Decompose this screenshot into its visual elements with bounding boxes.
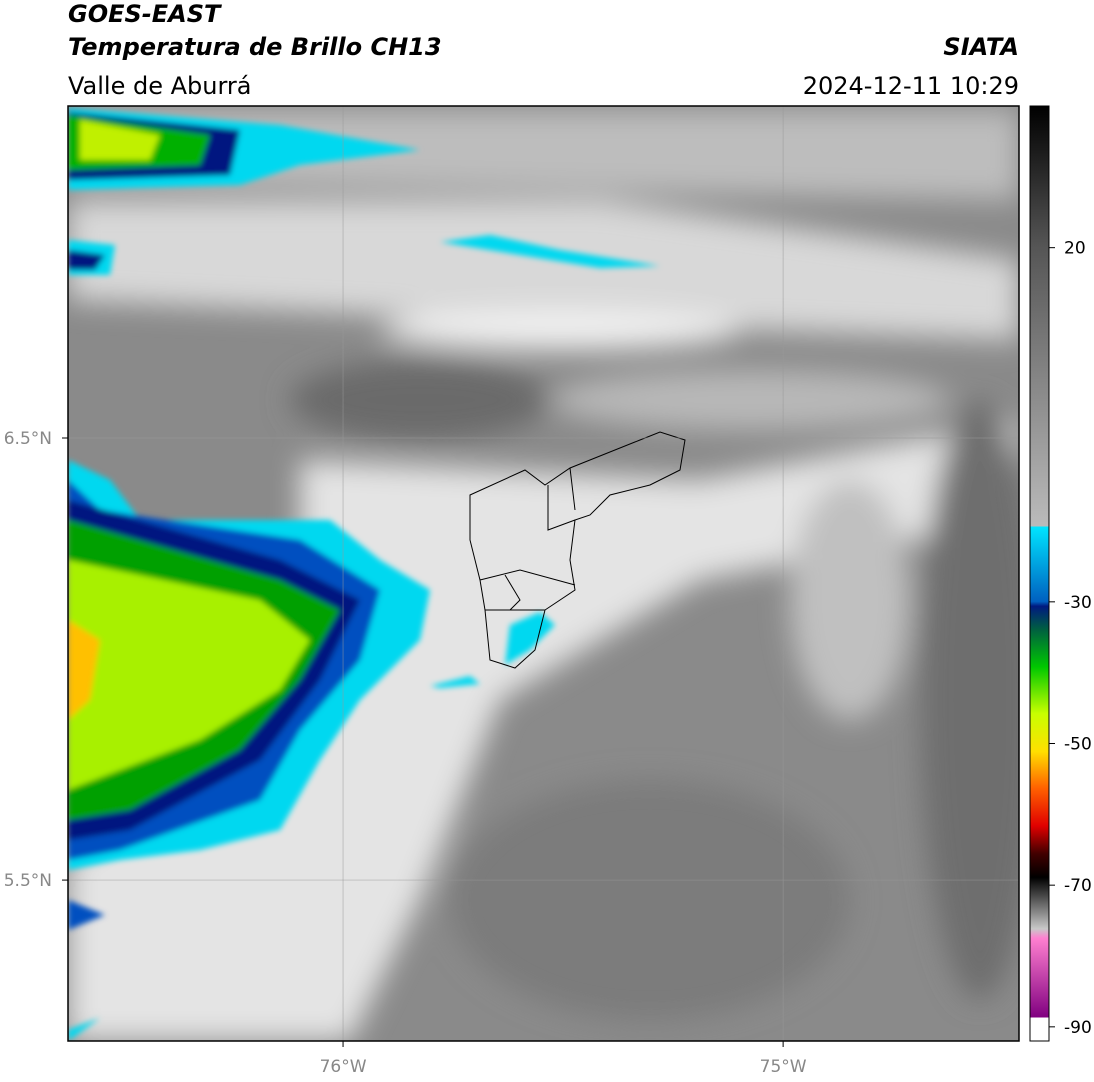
x-tick-label: 76°W (320, 1057, 367, 1077)
colorbar (1029, 105, 1050, 1042)
y-tick-label: 5.5°N (4, 871, 52, 891)
satellite-image (68, 106, 1019, 1041)
colorbar-tick-label: -50 (1064, 735, 1092, 755)
map-frame (67, 105, 1020, 1042)
title: GOES-EAST (68, 0, 222, 28)
y-tick-label: 6.5°N (4, 429, 52, 449)
timestamp: 2024-12-11 10:29 (803, 72, 1019, 100)
x-tick-label: 75°W (760, 1057, 807, 1077)
colorbar-tick-label: -30 (1064, 593, 1092, 613)
colorbar-tick-label: -70 (1064, 876, 1092, 896)
graticule (68, 106, 1019, 1041)
colorbar-tick-label: 20 (1064, 239, 1086, 259)
colorbar-tick-label: -90 (1064, 1018, 1092, 1038)
subtitle: Temperatura de Brillo CH13 (68, 33, 442, 61)
source: SIATA (943, 33, 1019, 61)
region: Valle de Aburrá (68, 72, 252, 100)
